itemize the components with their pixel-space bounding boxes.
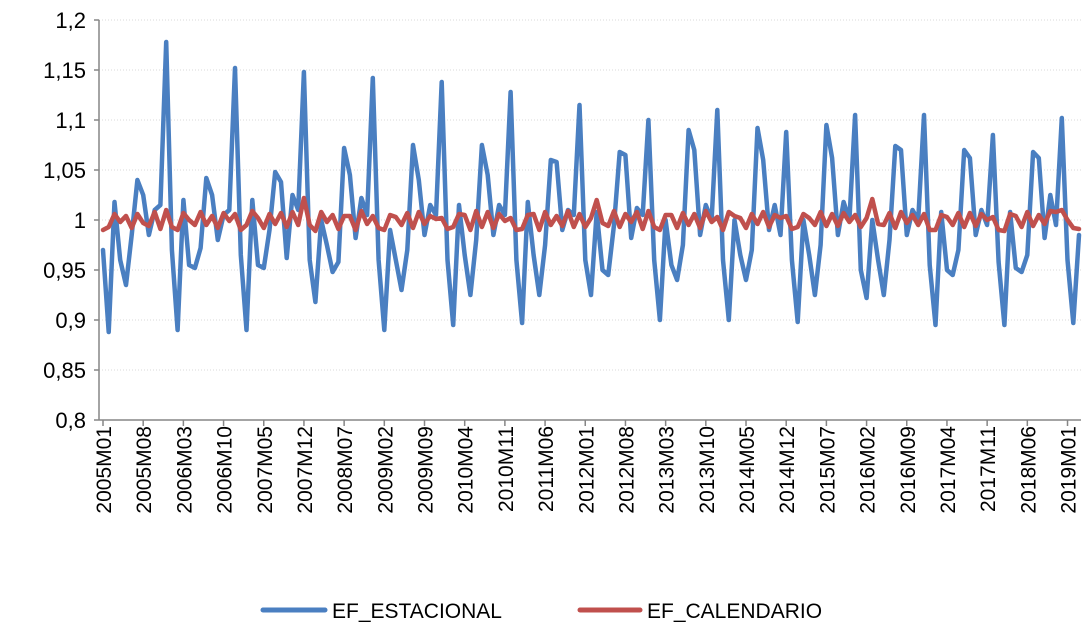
x-tick-label: 2013M03 bbox=[656, 426, 679, 514]
y-tick-label: 0,9 bbox=[55, 308, 86, 333]
legend: EF_ESTACIONAL EF_CALENDARIO bbox=[260, 600, 822, 623]
x-tick-label: 2006M10 bbox=[214, 426, 237, 514]
series-lines bbox=[100, 39, 1082, 335]
x-tick-label: 2011M06 bbox=[535, 426, 558, 512]
x-tick-label: 2013M10 bbox=[696, 426, 719, 514]
x-tick-label: 2009M09 bbox=[415, 426, 438, 514]
y-tick-label: 1,15 bbox=[43, 58, 86, 83]
x-tick-label: 2012M08 bbox=[615, 426, 638, 514]
x-tick-label: 2008M07 bbox=[334, 426, 357, 514]
x-tick-label: 2016M02 bbox=[857, 426, 880, 514]
y-axis-tick-labels: 0,8 0,85 0,9 0,95 1 1,05 1,1 1,15 1,2 bbox=[43, 8, 86, 433]
x-tick-label: 2012M01 bbox=[575, 426, 598, 514]
x-tick-label: 2005M08 bbox=[133, 426, 156, 514]
x-tick-label: 2007M12 bbox=[294, 426, 317, 514]
y-tick-label: 1,2 bbox=[55, 8, 86, 33]
x-tick-label: 2007M05 bbox=[254, 426, 277, 514]
x-tick-label: 2019M01 bbox=[1058, 426, 1081, 514]
x-tick-label: 2006M03 bbox=[173, 426, 196, 514]
y-tick-label: 1,1 bbox=[55, 108, 86, 133]
x-axis-tick-labels: 2005M01 2005M08 2006M03 2006M10 2007M05 2007M… bbox=[93, 426, 1081, 514]
y-tick-label: 0,8 bbox=[55, 408, 86, 433]
legend-label-ef-estacional: EF_ESTACIONAL bbox=[332, 600, 502, 623]
x-tick-label: 2010M11 bbox=[495, 426, 518, 512]
legend-label-ef-calendario: EF_CALENDARIO bbox=[647, 600, 822, 623]
x-tick-label: 2009M02 bbox=[374, 426, 397, 514]
y-tick-label: 1,05 bbox=[43, 158, 86, 183]
x-tick-label: 2010M04 bbox=[455, 426, 478, 514]
x-tick-label: 2015M07 bbox=[816, 426, 839, 514]
x-tick-label: 2005M01 bbox=[93, 426, 116, 514]
axes bbox=[94, 19, 1081, 426]
series-line-ef-estacional bbox=[100, 39, 1082, 335]
y-tick-label: 1 bbox=[74, 208, 86, 233]
x-tick-label: 2014M12 bbox=[776, 426, 799, 514]
y-tick-label: 0,95 bbox=[43, 258, 86, 283]
y-tick-label: 0,85 bbox=[43, 358, 86, 383]
series-line-ef-calendario bbox=[100, 195, 1082, 234]
x-tick-label: 2016M09 bbox=[897, 426, 920, 514]
x-tick-label: 2017M04 bbox=[937, 426, 960, 514]
x-tick-label: 2014M05 bbox=[736, 426, 759, 514]
x-tick-label: 2017M11 bbox=[977, 426, 1000, 512]
x-tick-label: 2018M06 bbox=[1017, 426, 1040, 514]
